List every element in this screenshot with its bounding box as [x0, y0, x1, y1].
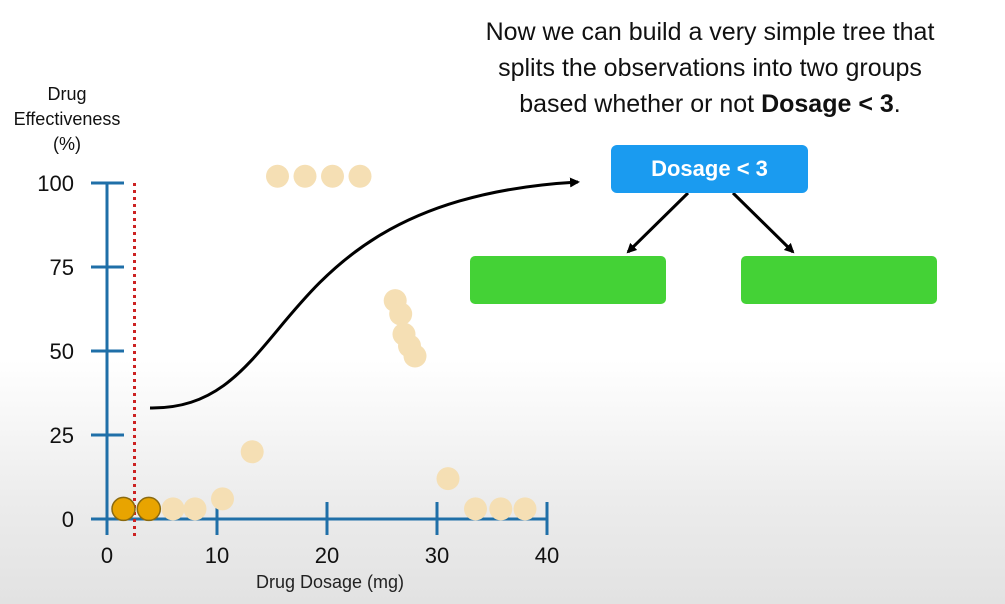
caption-line-2: splits the observations into two groups: [498, 54, 922, 82]
data-point: [348, 164, 372, 188]
data-point: [436, 467, 460, 491]
chart-axes: 0 25 50 75 100 0 10 20 30 40: [37, 171, 559, 568]
caption-condition: Dosage < 3: [761, 90, 894, 118]
y-axis-label: Drug Effectiveness (%): [0, 82, 134, 157]
y-tick-label: 50: [50, 339, 74, 364]
data-point: [136, 496, 162, 522]
data-point: [111, 496, 136, 522]
data-point: [513, 497, 537, 521]
y-axis-label-line: (%): [53, 134, 81, 154]
curved-arrow: [149, 177, 580, 410]
tree-leaf-right: [741, 256, 937, 304]
data-point: [161, 497, 185, 521]
data-point: [389, 302, 413, 326]
x-tick-label: 40: [535, 543, 559, 568]
caption-line-3: based whether or not Dosage < 3.: [430, 86, 990, 122]
data-point: [240, 440, 264, 464]
data-point: [211, 487, 234, 511]
x-tick-label: 0: [101, 543, 113, 568]
data-point: [489, 497, 513, 521]
data-point: [321, 164, 344, 188]
x-tick-label: 30: [425, 543, 449, 568]
caption-text: Now we can build a very simple tree that…: [430, 14, 990, 122]
x-axis-label: Drug Dosage (mg): [255, 572, 405, 592]
y-tick-label: 0: [62, 507, 74, 532]
chart-points: [111, 164, 537, 522]
y-tick-label: 25: [50, 423, 74, 448]
data-point: [464, 497, 487, 521]
tree-root-node: Dosage < 3: [611, 145, 808, 193]
data-point: [403, 344, 427, 368]
data-point: [266, 164, 289, 188]
tree-leaf-left: [470, 256, 666, 304]
x-tick-label: 20: [315, 543, 339, 568]
caption-line-1: Now we can build a very simple tree that: [485, 18, 935, 46]
y-axis-label-line: Drug: [47, 84, 87, 104]
y-axis-label-line: Effectiveness: [13, 109, 121, 129]
caption-line-3-prefix: based whether or not: [519, 90, 762, 118]
y-tick-label: 75: [50, 255, 74, 280]
right-branch-arrow: [731, 191, 795, 254]
x-tick-label: 10: [205, 543, 229, 568]
caption-line-3-suffix: .: [893, 90, 901, 118]
data-point: [183, 497, 207, 521]
data-point: [293, 164, 317, 188]
left-branch-arrow: [626, 191, 690, 254]
y-tick-label: 100: [37, 171, 74, 196]
